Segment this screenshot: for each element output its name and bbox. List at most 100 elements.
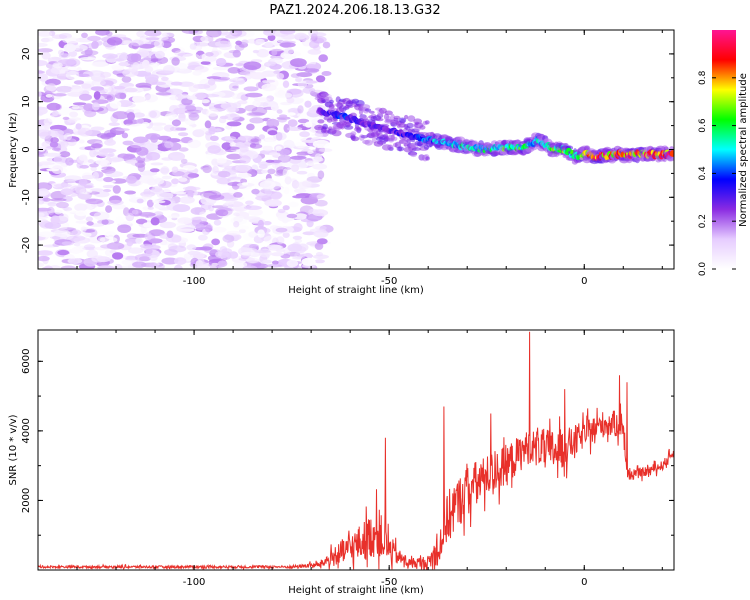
heatmap-noise-cell [91,61,109,67]
heatmap-noise-cell [149,254,158,262]
heatmap-noise-cell [202,164,212,174]
heatmap-noise-cell [197,128,209,134]
heatmap-halo-cell [412,147,422,151]
heatmap-noise-cell [78,139,85,144]
heatmap-noise-cell [202,167,216,173]
heatmap-noise-cell [286,97,295,104]
heatmap-noise-cell [124,87,138,93]
heatmap-noise-cell [227,146,240,150]
heatmap-noise-cell [46,102,61,111]
heatmap-noise-cell [213,219,222,226]
heatmap-noise-cell [305,121,313,128]
heatmap-noise-cell [120,40,134,45]
heatmap-noise-cell [238,228,246,234]
heatmap-noise-cell [232,261,248,269]
heatmap-noise-cell [79,93,92,101]
heatmap-noise-cell [246,123,255,131]
heatmap-noise-cell [248,208,263,216]
heatmap-noise-cell [62,116,70,120]
heatmap-noise-cell [136,146,149,156]
heatmap-noise-cell [233,221,240,228]
snr-y-tick-label: 2000 [21,488,32,513]
heatmap-noise-cell [145,37,160,41]
heatmap-noise-cell [307,150,314,155]
heatmap-noise-cell [254,249,271,254]
heatmap-noise-cell [43,85,57,94]
heatmap-noise-cell [77,127,93,137]
heatmap-noise-cell [118,53,128,61]
heatmap-halo-cell [425,156,430,161]
heatmap-noise-cell [164,141,174,149]
heatmap-noise-cell [63,207,73,212]
heatmap-noise-cell [235,164,251,172]
heatmap-noise-cell [144,30,162,37]
heatmap-noise-cell [125,212,135,222]
heatmap-noise-cell [215,250,230,259]
heatmap-noise-cell [302,231,316,236]
heatmap-noise-cell [296,93,311,99]
heatmap-noise-cell [312,139,330,149]
heatmap-noise-cell [107,199,124,206]
heatmap-halo-cell [424,120,430,125]
heatmap-noise-cell [275,249,286,253]
heatmap-halo-cell [364,108,372,112]
heatmap-halo-cell [393,115,401,120]
heatmap-noise-cell [38,106,48,115]
heatmap-noise-cell [181,30,199,34]
heatmap-noise-cell [296,170,308,175]
heatmap-noise-cell [312,163,328,170]
heatmap-noise-cell [118,62,131,67]
heatmap-noise-cell [286,126,303,131]
heatmap-noise-cell [314,259,326,264]
heatmap-noise-cell [264,42,274,48]
heatmap-noise-cell [241,182,249,186]
heatmap-noise-cell [132,94,146,104]
heatmap-noise-cell [142,222,154,228]
heatmap-noise-cell [97,265,115,269]
heatmap-noise-cell [168,245,187,253]
heatmap-noise-cell [207,145,221,154]
heatmap-noise-cell [318,148,333,153]
heatmap-noise-cell [81,174,96,180]
heatmap-noise-cell [176,228,195,232]
heatmap-noise-cell [124,190,136,195]
heatmap-noise-cell [242,232,254,241]
snr-x-axis-label: Height of straight line (km) [288,585,424,596]
heatmap-noise-cell [99,71,112,78]
heatmap-noise-cell [171,191,187,195]
heatmap-noise-cell [264,199,282,207]
heatmap-noise-cell [52,236,61,240]
heatmap-noise-cell [210,135,219,141]
heatmap-noise-cell [189,43,197,50]
heatmap-noise-cell [307,49,322,55]
heatmap-noise-cell [115,216,124,225]
heatmap-noise-cell [215,58,227,66]
heatmap-noise-cell [251,188,260,195]
heatmap-noise-cell [232,225,250,231]
heatmap-noise-cell [243,86,259,92]
heatmap-noise-cell [294,32,308,40]
heatmap-noise-cell [316,194,324,199]
heatmap-noise-cell [85,198,103,205]
spectrogram-x-tick-label: -100 [183,276,206,287]
heatmap-noise-cell [108,91,119,96]
heatmap-noise-cell [253,97,271,102]
heatmap-noise-cell [126,241,133,247]
heatmap-noise-cell [139,174,154,184]
heatmap-noise-cell [90,126,105,131]
heatmap-noise-cell [225,200,235,205]
snr-y-tick-label: 4000 [21,418,32,443]
heatmap-noise-cell [313,37,325,44]
heatmap-halo-cell [511,151,518,155]
heatmap-ridge-cell [669,150,674,157]
heatmap-noise-cell [211,262,219,267]
heatmap-noise-cell [157,70,175,74]
heatmap-noise-cell [274,92,293,99]
heatmap-noise-cell [205,52,214,57]
heatmap-noise-cell [244,104,258,112]
heatmap-noise-cell [49,198,67,202]
heatmap-noise-cell [79,188,93,195]
heatmap-noise-cell [241,39,249,45]
heatmap-noise-cell [257,219,264,228]
heatmap-noise-cell [227,67,241,74]
